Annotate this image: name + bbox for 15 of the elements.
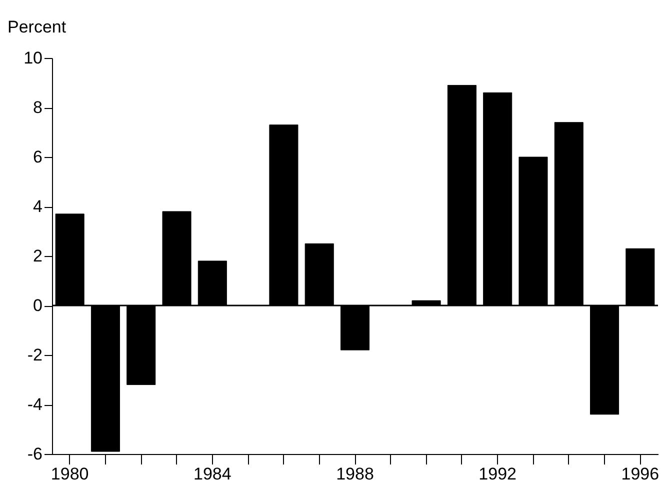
y-tick-label: 8 <box>33 98 42 117</box>
x-tick-label: 1980 <box>50 464 89 484</box>
x-tick-label: 1984 <box>194 464 232 484</box>
x-tick-label: 1992 <box>478 464 516 484</box>
y-axis-title: Percent <box>8 18 66 36</box>
y-tick-label: -6 <box>27 444 42 464</box>
y-tick-label: -2 <box>27 346 42 364</box>
y-tick-label: -4 <box>27 395 42 414</box>
y-tick-label: 4 <box>33 197 42 216</box>
x-tick-label: 1996 <box>621 464 660 484</box>
y-tick-label: 2 <box>33 246 42 266</box>
y-tick-label: 10 <box>24 48 42 68</box>
x-tick-label: 1988 <box>336 464 374 484</box>
y-tick-label: 6 <box>33 148 42 166</box>
y-tick-label: 0 <box>33 296 42 315</box>
